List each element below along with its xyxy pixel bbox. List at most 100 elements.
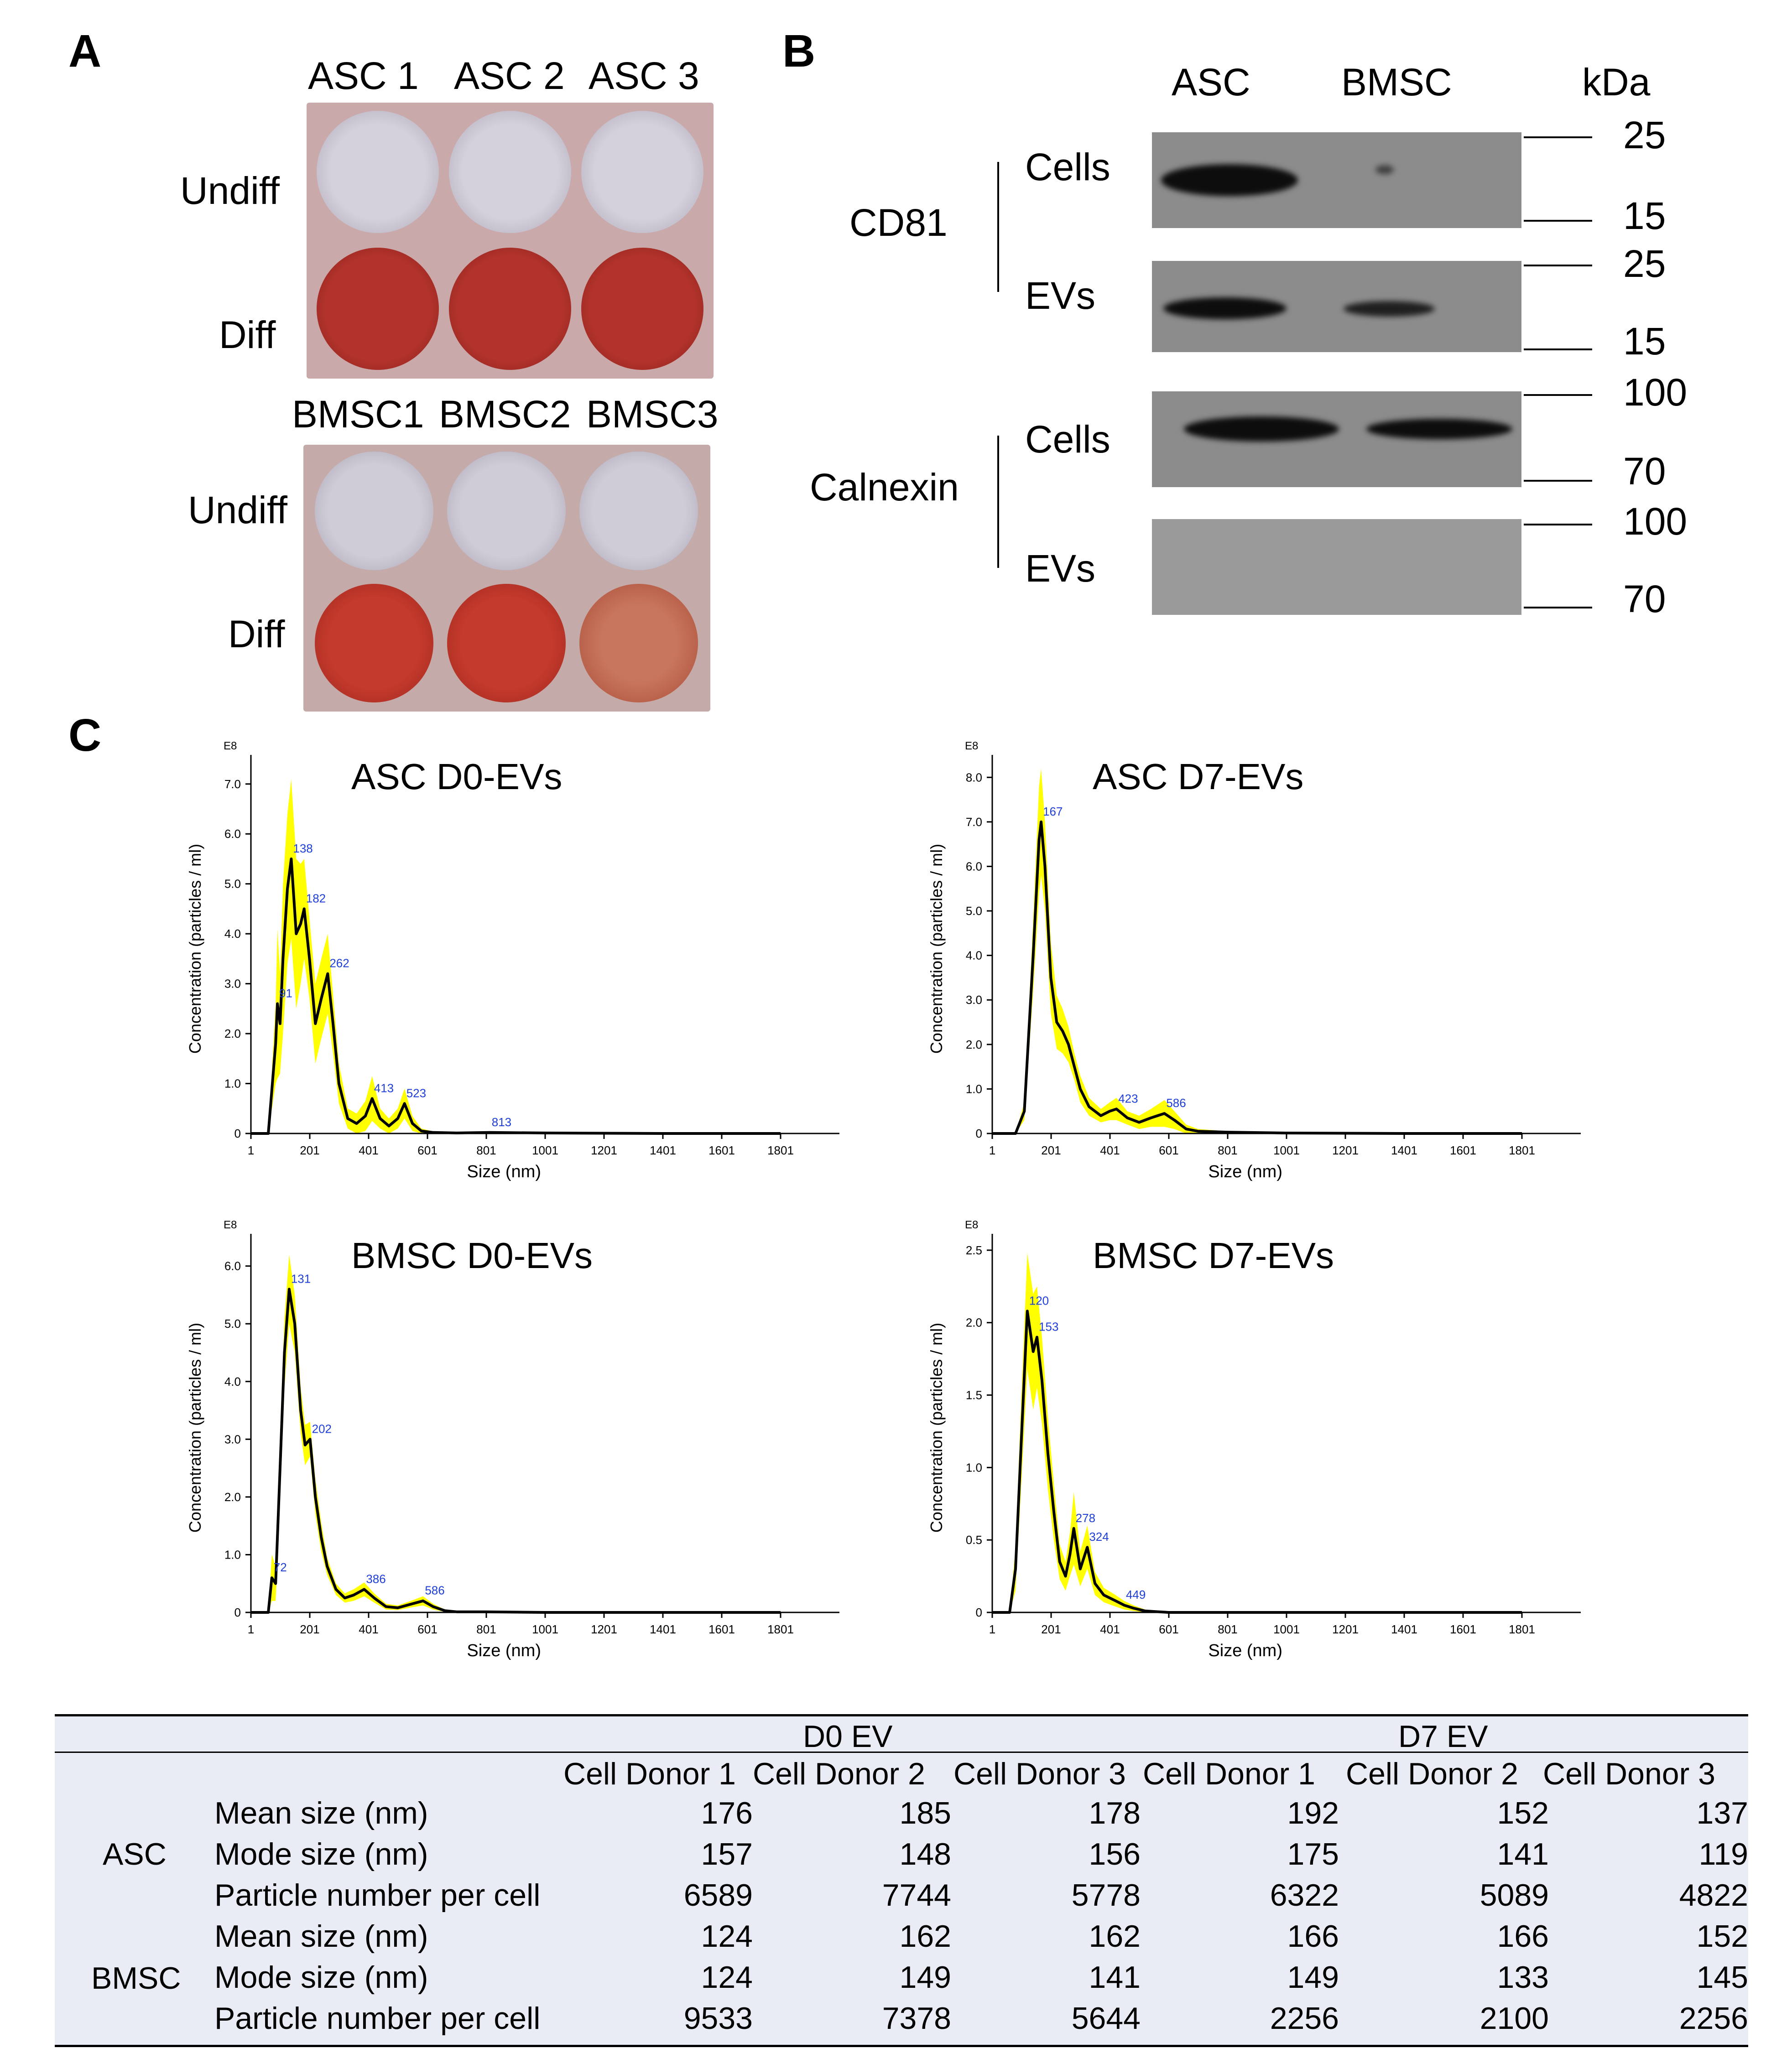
marker-tick — [1524, 480, 1592, 482]
cd81-evs-bmsc-band — [1344, 301, 1435, 317]
marker-100-label: 100 — [1623, 500, 1688, 543]
x-tick-label: 1001 — [532, 1144, 558, 1157]
table-row-label: Mode size (nm) — [214, 1837, 428, 1871]
marker-100-label: 100 — [1623, 371, 1688, 414]
error-band — [992, 1253, 1522, 1612]
x-tick-label: 1001 — [1273, 1622, 1300, 1636]
x-tick-label: 1001 — [1273, 1144, 1300, 1157]
table-cell: 152 — [1696, 1919, 1748, 1954]
table-col-header: Cell Donor 2 — [753, 1757, 925, 1791]
concentration-curve — [251, 1288, 781, 1614]
nta-summary-table: D0 EV D7 EV Cell Donor 1 Cell Donor 2 Ce… — [55, 1714, 1748, 2047]
marker-tick — [1524, 220, 1592, 222]
table-cell: 166 — [1497, 1919, 1549, 1954]
peak-label: 262 — [329, 957, 349, 970]
table-cell: 2100 — [1479, 2001, 1549, 2036]
x-tick-label: 1601 — [708, 1144, 735, 1157]
peak-label: 413 — [374, 1081, 394, 1095]
x-axis-label: Size (nm) — [467, 1641, 541, 1660]
peak-label: 120 — [1029, 1294, 1049, 1307]
table-cell: 141 — [1089, 1960, 1141, 1995]
table-cell: 185 — [899, 1796, 951, 1830]
x-tick-label: 601 — [417, 1622, 437, 1636]
x-tick-label: 1601 — [708, 1622, 735, 1636]
y-axis-label: Concentration (particles / ml) — [927, 1323, 946, 1533]
y-tick-label: 7.0 — [224, 777, 241, 791]
table-cell: 9533 — [683, 2001, 753, 2036]
table-col-header: Cell Donor 2 — [1346, 1757, 1518, 1791]
peak-label: 202 — [312, 1422, 332, 1435]
calnexin-cells-blot — [1152, 391, 1521, 487]
chart-title: BMSC D7-EVs — [1093, 1235, 1334, 1276]
bmsc-3-undiff-well — [579, 452, 698, 570]
calnexin-evs-blot — [1152, 519, 1521, 615]
asc-well-plate-photo — [307, 103, 714, 379]
x-tick-label: 1801 — [767, 1144, 794, 1157]
table-col-header: Cell Donor 3 — [1543, 1757, 1715, 1791]
table-top-rule — [55, 1714, 1748, 1716]
table-row-label: Mode size (nm) — [214, 1960, 428, 1995]
peak-label: 386 — [366, 1572, 385, 1586]
bmsc-3-label: BMSC3 — [586, 393, 719, 436]
table-cell: 166 — [1287, 1919, 1339, 1954]
x-axis-label: Size (nm) — [1208, 1162, 1282, 1181]
bmsc-1-diff-well — [315, 584, 433, 702]
marker-tick — [1524, 136, 1592, 138]
table-col-header: Cell Donor 1 — [1143, 1757, 1315, 1791]
table-cell: 157 — [701, 1837, 753, 1871]
cd81-evs-blot — [1152, 261, 1521, 352]
table-cell: 178 — [1089, 1796, 1141, 1830]
panel-letter-b: B — [782, 26, 816, 77]
x-tick-label: 1 — [989, 1144, 995, 1157]
y-tick-label: 3.0 — [224, 1432, 241, 1446]
calnexin-bracket — [997, 436, 999, 568]
panel-letter-c: C — [68, 710, 102, 761]
y-tick-label: 3.0 — [966, 993, 982, 1007]
table-header-rule — [55, 1752, 1748, 1753]
y-tick-label: 0 — [234, 1606, 241, 1619]
calnexin-evs-label: EVs — [1025, 547, 1096, 590]
bmsc-1-label: BMSC1 — [292, 393, 424, 436]
x-tick-label: 201 — [300, 1144, 319, 1157]
table-cell: 5644 — [1071, 2001, 1141, 2036]
cd81-cells-bmsc-band — [1375, 165, 1394, 174]
peak-label: 72 — [274, 1560, 287, 1574]
peak-label: 449 — [1126, 1588, 1146, 1601]
y-tick-label: 2.0 — [224, 1027, 241, 1040]
marker-tick — [1524, 348, 1592, 350]
y-tick-label: 2.5 — [966, 1243, 982, 1257]
chart-title: BMSC D0-EVs — [351, 1235, 593, 1276]
x-tick-label: 401 — [1100, 1622, 1120, 1636]
y-tick-label: 1.0 — [224, 1548, 241, 1561]
asc-3-label: ASC 3 — [589, 54, 699, 97]
table-row-label: Particle number per cell — [214, 2001, 541, 2036]
y-exponent-label: E8 — [965, 1219, 978, 1231]
table-row-label: Particle number per cell — [214, 1878, 541, 1913]
table-cell: 148 — [899, 1837, 951, 1871]
bmsc-undiff-label: Undiff — [188, 489, 287, 531]
concentration-curve — [251, 858, 781, 1135]
table-group-asc: ASC — [103, 1837, 167, 1871]
asc-2-diff-well — [449, 248, 571, 370]
calnexin-cells-asc-band — [1184, 416, 1339, 442]
nta-chart-bmsc-d7: 00.51.01.52.02.51 201 401 601 801 1001 1201 140… — [927, 1219, 1581, 1660]
x-tick-label: 1 — [248, 1144, 254, 1157]
table-group-header-d0: D0 EV — [803, 1719, 893, 1754]
table-cell: 5778 — [1071, 1878, 1141, 1913]
table-bottom-rule — [55, 2045, 1748, 2047]
marker-15-label: 15 — [1623, 320, 1666, 363]
y-axis-label: Concentration (particles / ml) — [186, 1323, 204, 1533]
x-tick-label: 1001 — [532, 1622, 558, 1636]
table-col-header: Cell Donor 1 — [563, 1757, 736, 1791]
bmsc-diff-label: Diff — [228, 613, 285, 655]
x-tick-label: 601 — [417, 1144, 437, 1157]
marker-70-label: 70 — [1623, 450, 1666, 493]
kda-label: kDa — [1582, 61, 1651, 104]
table-row-label: Mean size (nm) — [214, 1919, 428, 1954]
x-tick-label: 1801 — [1509, 1622, 1535, 1636]
calnexin-label: Calnexin — [810, 466, 959, 509]
table-cell: 5089 — [1479, 1878, 1549, 1913]
cd81-cells-label: Cells — [1025, 146, 1110, 188]
peak-label: 324 — [1089, 1530, 1109, 1544]
calnexin-cells-label: Cells — [1025, 418, 1110, 461]
